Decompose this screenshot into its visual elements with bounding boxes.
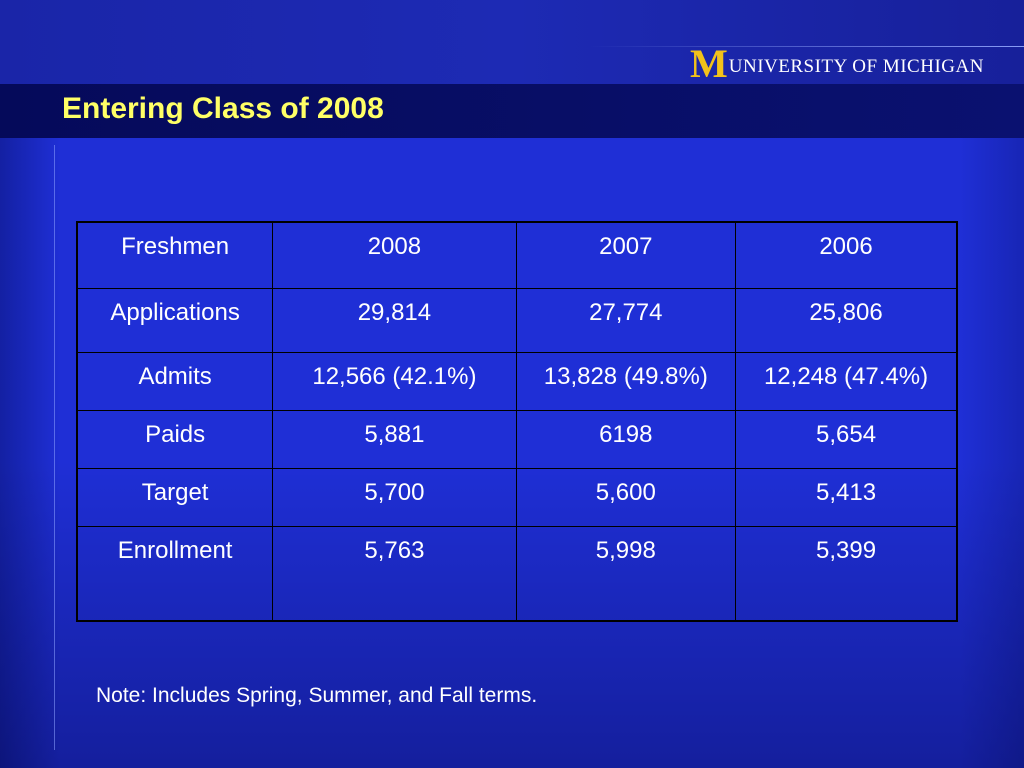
table-cell: 6198 — [515, 409, 737, 469]
footnote: Note: Includes Spring, Summer, and Fall … — [96, 684, 538, 707]
header-cell: 2006 — [735, 221, 958, 289]
row-label: Applications — [76, 287, 274, 353]
table-cell: 5,600 — [515, 467, 737, 527]
table-cell: 29,814 — [272, 287, 517, 353]
header-cell: 2007 — [515, 221, 737, 289]
header-band — [0, 0, 1024, 84]
row-label: Target — [76, 467, 274, 527]
logo-wordmark: UNIVERSITY OF MICHIGAN — [728, 56, 984, 77]
table-cell: 25,806 — [735, 287, 958, 353]
table-cell: 12,248 (47.4%) — [735, 351, 958, 411]
table-cell: 5,763 — [272, 525, 517, 622]
table-cell: 5,413 — [735, 467, 958, 527]
header-divider — [590, 46, 1024, 47]
table-row: Enrollment 5,763 5,998 5,399 — [76, 525, 958, 622]
page-title: Entering Class of 2008 — [62, 92, 384, 125]
table-row: Target 5,700 5,600 5,413 — [76, 467, 958, 527]
table-row: Admits 12,566 (42.1%) 13,828 (49.8%) 12,… — [76, 351, 958, 411]
entering-class-table: Freshmen 2008 2007 2006 Applications 29,… — [76, 221, 958, 622]
table-cell: 5,654 — [735, 409, 958, 469]
table-cell: 5,700 — [272, 467, 517, 527]
table-cell: 13,828 (49.8%) — [515, 351, 737, 411]
table-header-row: Freshmen 2008 2007 2006 — [76, 221, 958, 289]
row-label: Enrollment — [76, 525, 274, 622]
table-cell: 12,566 (42.1%) — [272, 351, 517, 411]
header-cell: Freshmen — [76, 221, 274, 289]
university-logo: M UNIVERSITY OF MICHIGAN — [690, 41, 984, 86]
table-cell: 5,881 — [272, 409, 517, 469]
table-cell: 27,774 — [515, 287, 737, 353]
left-rule — [54, 145, 55, 750]
table-row: Paids 5,881 6198 5,654 — [76, 409, 958, 469]
title-bar — [0, 84, 1024, 138]
row-label: Admits — [76, 351, 274, 411]
table-row: Applications 29,814 27,774 25,806 — [76, 287, 958, 353]
block-m-logo: M — [690, 41, 728, 86]
row-label: Paids — [76, 409, 274, 469]
table-cell: 5,998 — [515, 525, 737, 622]
header-cell: 2008 — [272, 221, 517, 289]
table-cell: 5,399 — [735, 525, 958, 622]
